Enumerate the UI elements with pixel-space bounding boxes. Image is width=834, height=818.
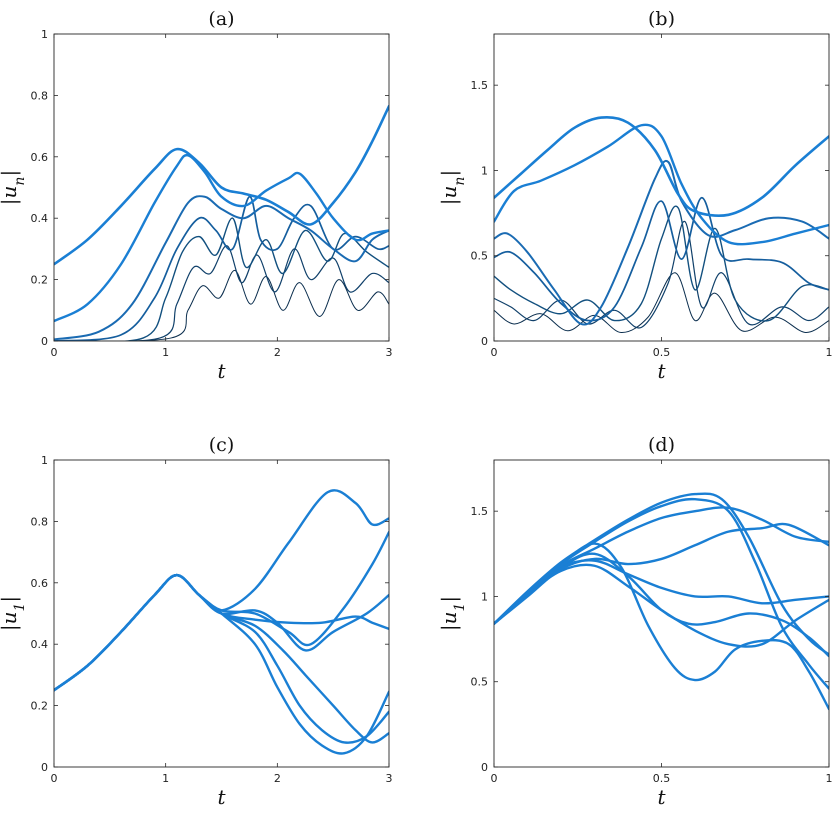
y-tick-label: 0.4 — [31, 638, 49, 651]
axes-box-a — [53, 33, 390, 342]
y-axis-label-d: |u1| — [437, 596, 468, 631]
x-tick-label: 2 — [274, 346, 281, 359]
series-line-b-n=3 — [494, 160, 829, 326]
panel-b: (b) 0 0.5 1 0 0.5 1 1.5 t |un| — [437, 8, 833, 383]
axes-box-b — [493, 33, 830, 342]
y-tick-label: 0 — [481, 335, 488, 348]
x-axis-label-d: t — [657, 785, 666, 809]
series-line-a-n=3 — [54, 195, 389, 341]
y-tick-label: 1 — [41, 454, 48, 467]
x-tick-label: 0 — [491, 346, 498, 359]
series-line-d-run-5 — [494, 559, 829, 625]
x-axis-label-b: t — [657, 359, 666, 383]
y-tick-label: 0.8 — [31, 515, 49, 528]
x-tick-label: 3 — [386, 346, 393, 359]
series-line-c-run-6 — [54, 573, 389, 755]
series-line-a-n=1 — [54, 104, 389, 266]
panel-c: (c) 0 1 2 3 0 0.2 0.4 0.6 0.8 1 t |u1| — [0, 434, 393, 809]
series-line-a-n=4 — [54, 195, 389, 341]
series-line-c-run-7 — [54, 573, 389, 744]
y-tick-label: 0.5 — [471, 676, 489, 689]
series-line-d-run-7 — [494, 542, 829, 711]
series-group-a — [54, 104, 389, 341]
x-tick-label: 0 — [491, 772, 498, 785]
y-tick-label: 0 — [41, 335, 48, 348]
series-line-c-run-3 — [54, 573, 389, 692]
series-line-d-run-4 — [494, 522, 829, 625]
series-line-c-run-4 — [54, 573, 389, 692]
y-tick-label: 0 — [481, 761, 488, 774]
panel-title-c: (c) — [209, 434, 234, 456]
panel-d: (d) 0 0.5 1 0 0.5 1 1.5 t |u1| — [437, 434, 833, 809]
x-tick-label: 2 — [274, 772, 281, 785]
series-line-b-n=4 — [494, 196, 829, 322]
y-tick-label: 1.5 — [471, 505, 489, 518]
y-tick-label: 1 — [481, 164, 488, 177]
series-line-c-run-1 — [54, 489, 389, 692]
x-axis-label-c: t — [217, 785, 226, 809]
series-line-b-n=2 — [494, 123, 829, 246]
axes-box-c — [53, 459, 390, 768]
x-tick-label: 0.5 — [653, 772, 671, 785]
panel-title-b: (b) — [648, 8, 675, 30]
y-tick-label: 1.5 — [471, 79, 489, 92]
series-line-a-n=2 — [54, 153, 389, 323]
series-line-a-n=5 — [54, 217, 389, 341]
series-group-b — [494, 115, 829, 333]
x-tick-label: 3 — [386, 772, 393, 785]
x-tick-label: 1 — [162, 772, 169, 785]
series-line-d-run-2 — [494, 492, 829, 656]
series-line-d-run-3 — [494, 497, 829, 690]
y-axis-label-b: |un| — [437, 170, 468, 205]
series-line-a-n=6 — [54, 245, 389, 341]
series-line-b-n=5 — [494, 205, 829, 322]
series-group-d — [494, 492, 829, 711]
panel-title-d: (d) — [648, 434, 675, 456]
y-tick-label: 0.5 — [471, 250, 489, 263]
panel-title-a: (a) — [208, 8, 234, 30]
y-tick-label: 0.6 — [31, 577, 49, 590]
series-line-b-n=1 — [494, 115, 829, 217]
x-tick-label: 1 — [826, 346, 833, 359]
panel-a: (a) 0 1 2 3 0 0.2 0.4 0.6 0.8 1 t |un| — [0, 8, 393, 383]
y-tick-label: 1 — [481, 590, 488, 603]
series-line-c-run-5 — [54, 573, 389, 744]
x-tick-label: 1 — [162, 346, 169, 359]
x-tick-label: 0.5 — [653, 346, 671, 359]
series-line-b-n=7 — [494, 272, 829, 333]
y-tick-label: 0.4 — [31, 212, 49, 225]
series-line-a-n=7 — [54, 269, 389, 341]
series-group-c — [54, 489, 389, 755]
y-tick-label: 0.8 — [31, 89, 49, 102]
x-tick-label: 0 — [51, 772, 58, 785]
x-axis-label-a: t — [217, 359, 226, 383]
x-tick-label: 1 — [826, 772, 833, 785]
x-tick-label: 0 — [51, 346, 58, 359]
y-tick-label: 1 — [41, 28, 48, 41]
y-tick-label: 0.2 — [31, 274, 49, 287]
y-axis-label-a: |un| — [0, 170, 28, 205]
series-line-d-run-1 — [494, 506, 829, 625]
y-tick-label: 0.2 — [31, 700, 49, 713]
y-tick-label: 0 — [41, 761, 48, 774]
y-tick-label: 0.6 — [31, 151, 49, 164]
y-axis-label-c: |u1| — [0, 596, 28, 631]
series-line-b-n=6 — [494, 220, 829, 329]
